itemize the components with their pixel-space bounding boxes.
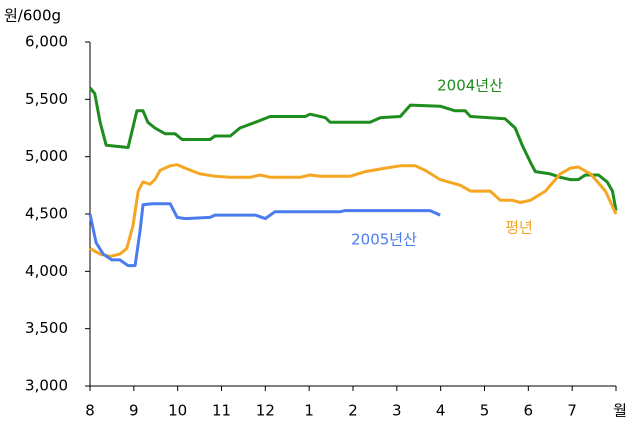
x-tick-label: 11 [212,402,231,420]
series-label: 2005년산 [351,231,417,249]
x-tick-label: 10 [168,402,187,420]
y-tick-label: 5,500 [25,90,68,108]
y-axis-label: 원/600g [4,7,61,25]
x-tick-label: 6 [524,402,534,420]
x-tick-label: 1 [304,402,314,420]
x-tick-label: 8 [85,402,95,420]
x-tick-label: 4 [436,402,446,420]
y-tick-label: 3,500 [25,319,68,337]
series-line [88,86,618,211]
y-tick-label: 4,000 [25,262,68,280]
x-tick-label: 12 [256,402,275,420]
x-tick-label: 2 [348,402,358,420]
y-tick-label: 6,000 [25,33,68,51]
series-label: 2004년산 [437,77,503,95]
y-tick-label: 3,000 [25,377,68,395]
x-tick-label: 3 [392,402,402,420]
y-tick-label: 5,000 [25,147,68,165]
y-tick-label: 4,500 [25,205,68,223]
series-line [89,163,618,258]
series-label: 평년 [505,219,533,237]
series-line [88,202,441,268]
x-tick-label: 7 [567,402,577,420]
x-tick-label: 9 [129,402,139,420]
x-tick-label: 월 [613,402,627,420]
x-tick-label: 5 [480,402,490,420]
